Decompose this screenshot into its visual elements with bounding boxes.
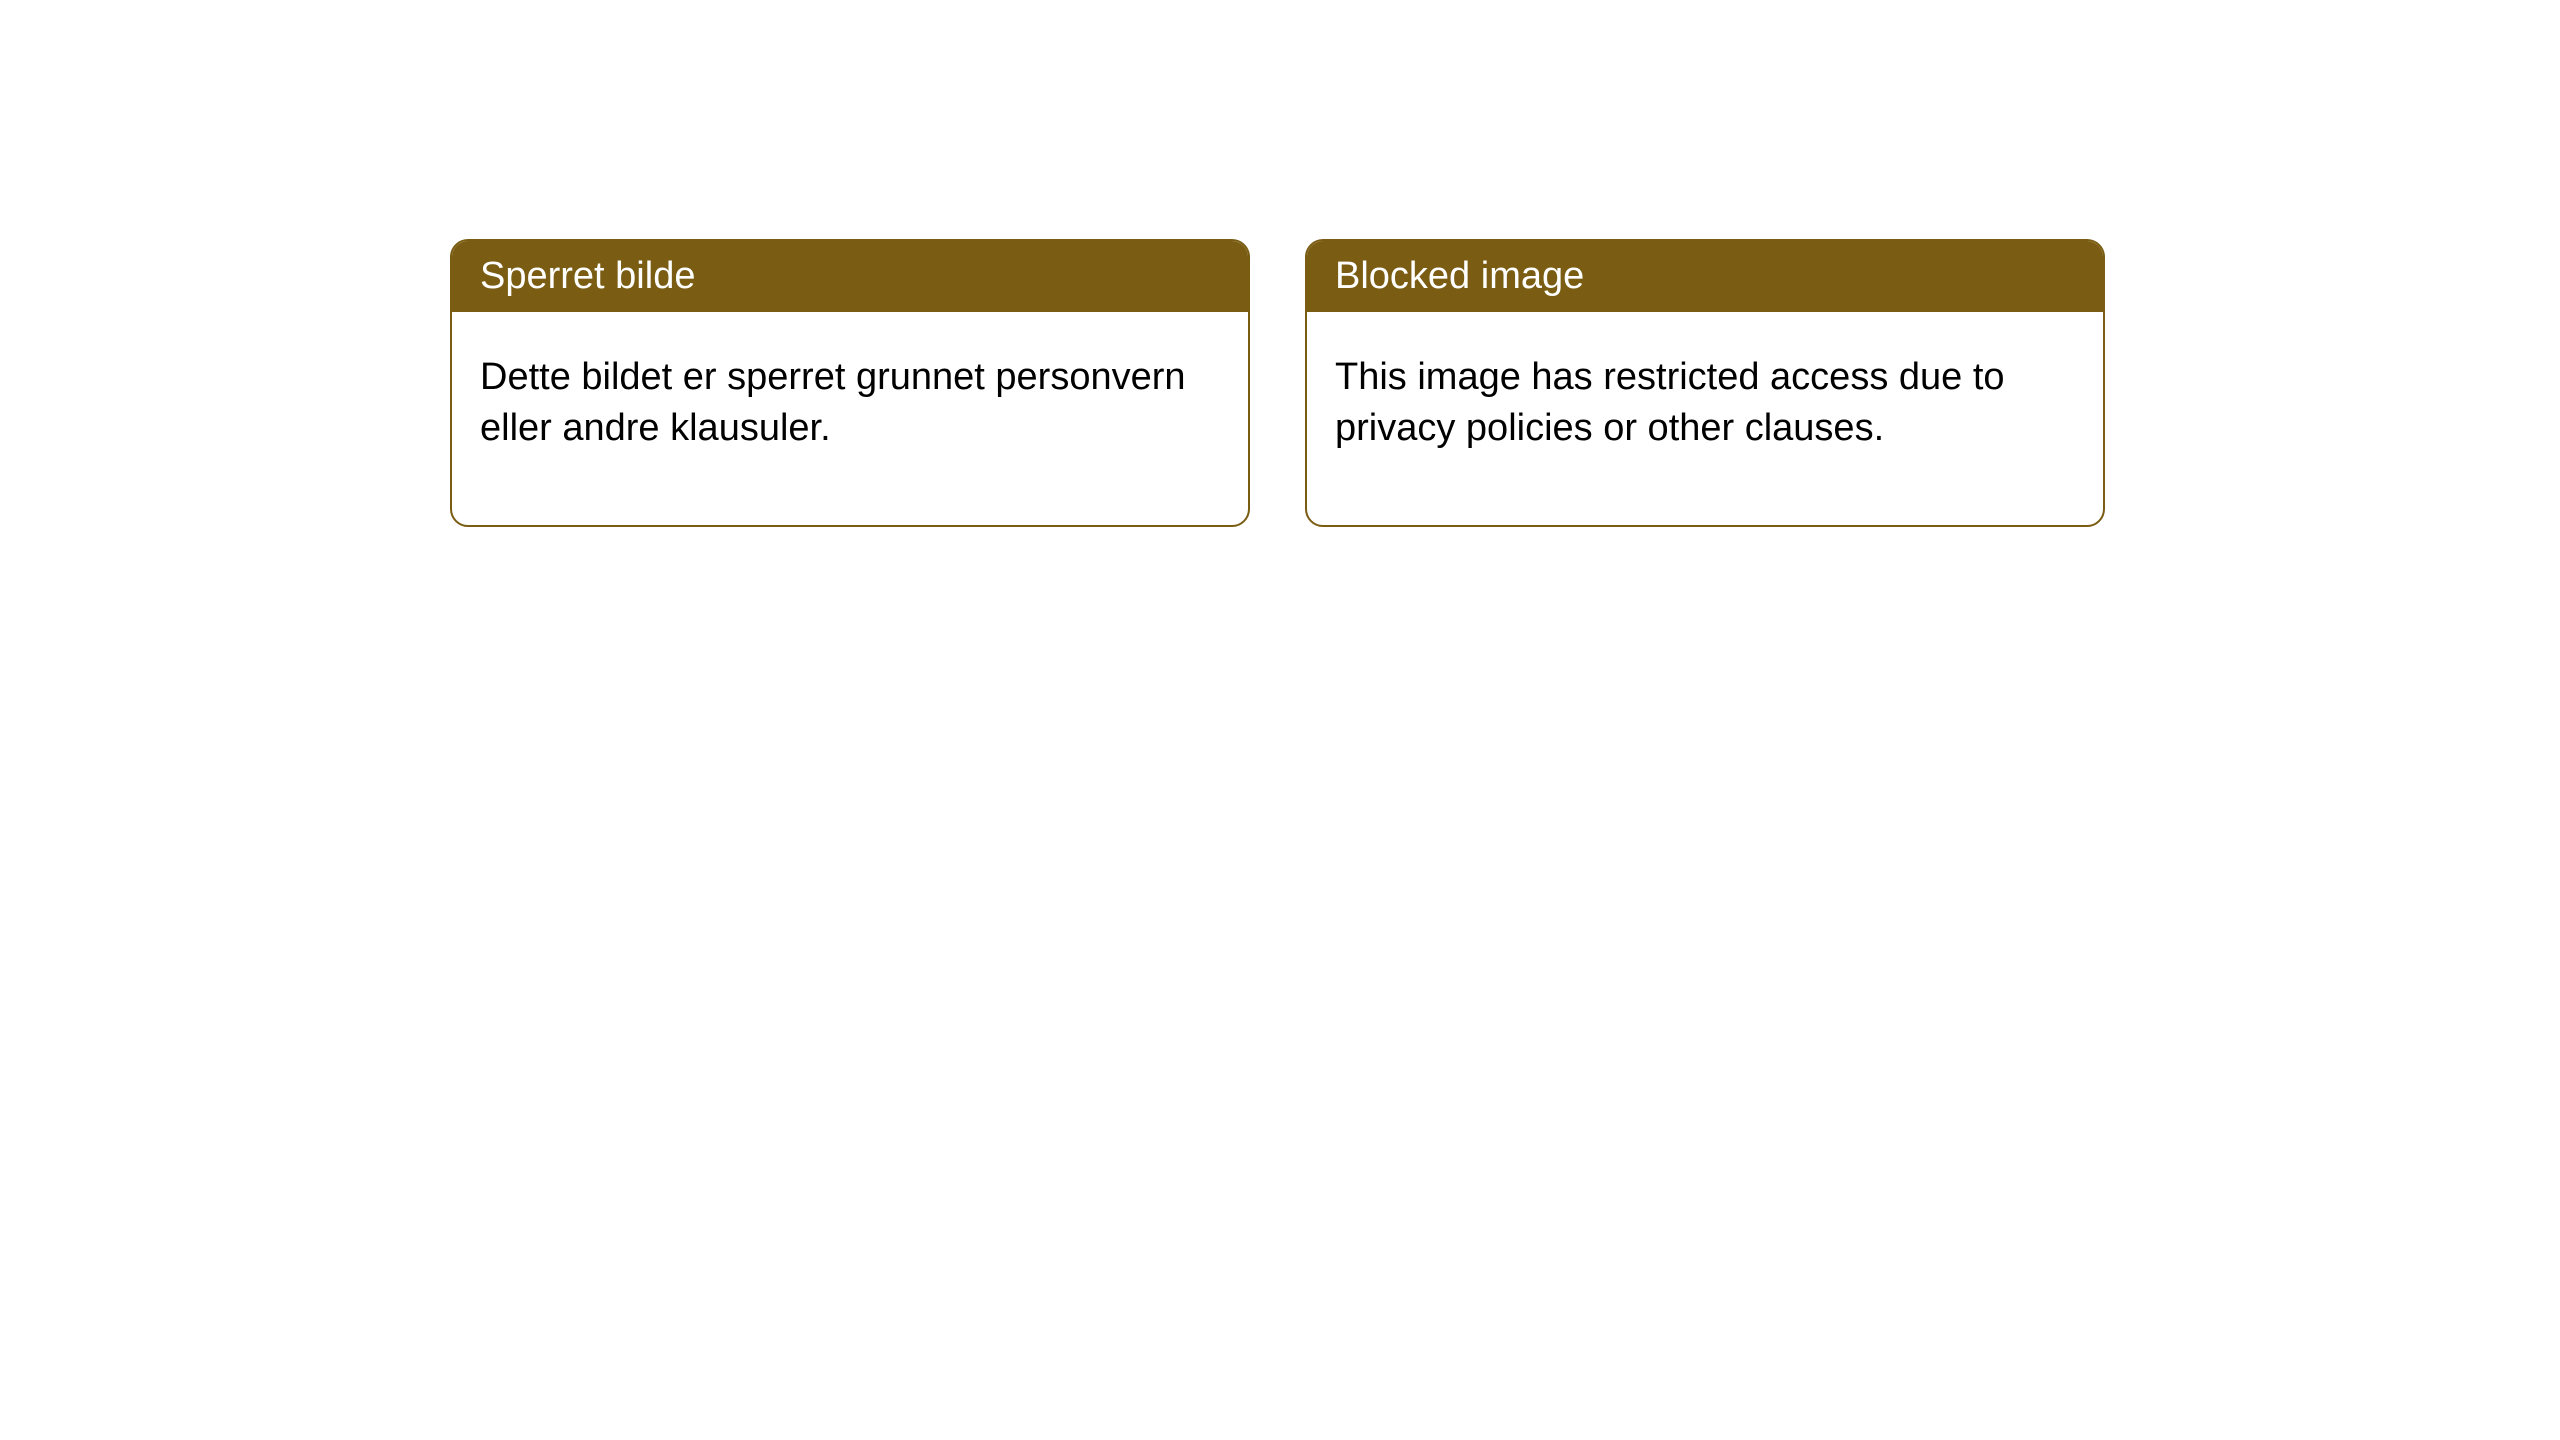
notice-card-header: Sperret bilde bbox=[452, 241, 1248, 312]
notice-card-body: Dette bildet er sperret grunnet personve… bbox=[452, 312, 1248, 525]
notice-card-norwegian: Sperret bilde Dette bildet er sperret gr… bbox=[450, 239, 1250, 527]
notice-title: Blocked image bbox=[1335, 255, 1584, 297]
notice-card-body: This image has restricted access due to … bbox=[1307, 312, 2103, 525]
notice-cards-container: Sperret bilde Dette bildet er sperret gr… bbox=[450, 239, 2105, 527]
notice-card-header: Blocked image bbox=[1307, 241, 2103, 312]
notice-body-text: This image has restricted access due to … bbox=[1335, 356, 2005, 449]
notice-body-text: Dette bildet er sperret grunnet personve… bbox=[480, 356, 1186, 449]
notice-title: Sperret bilde bbox=[480, 255, 695, 297]
notice-card-english: Blocked image This image has restricted … bbox=[1305, 239, 2105, 527]
